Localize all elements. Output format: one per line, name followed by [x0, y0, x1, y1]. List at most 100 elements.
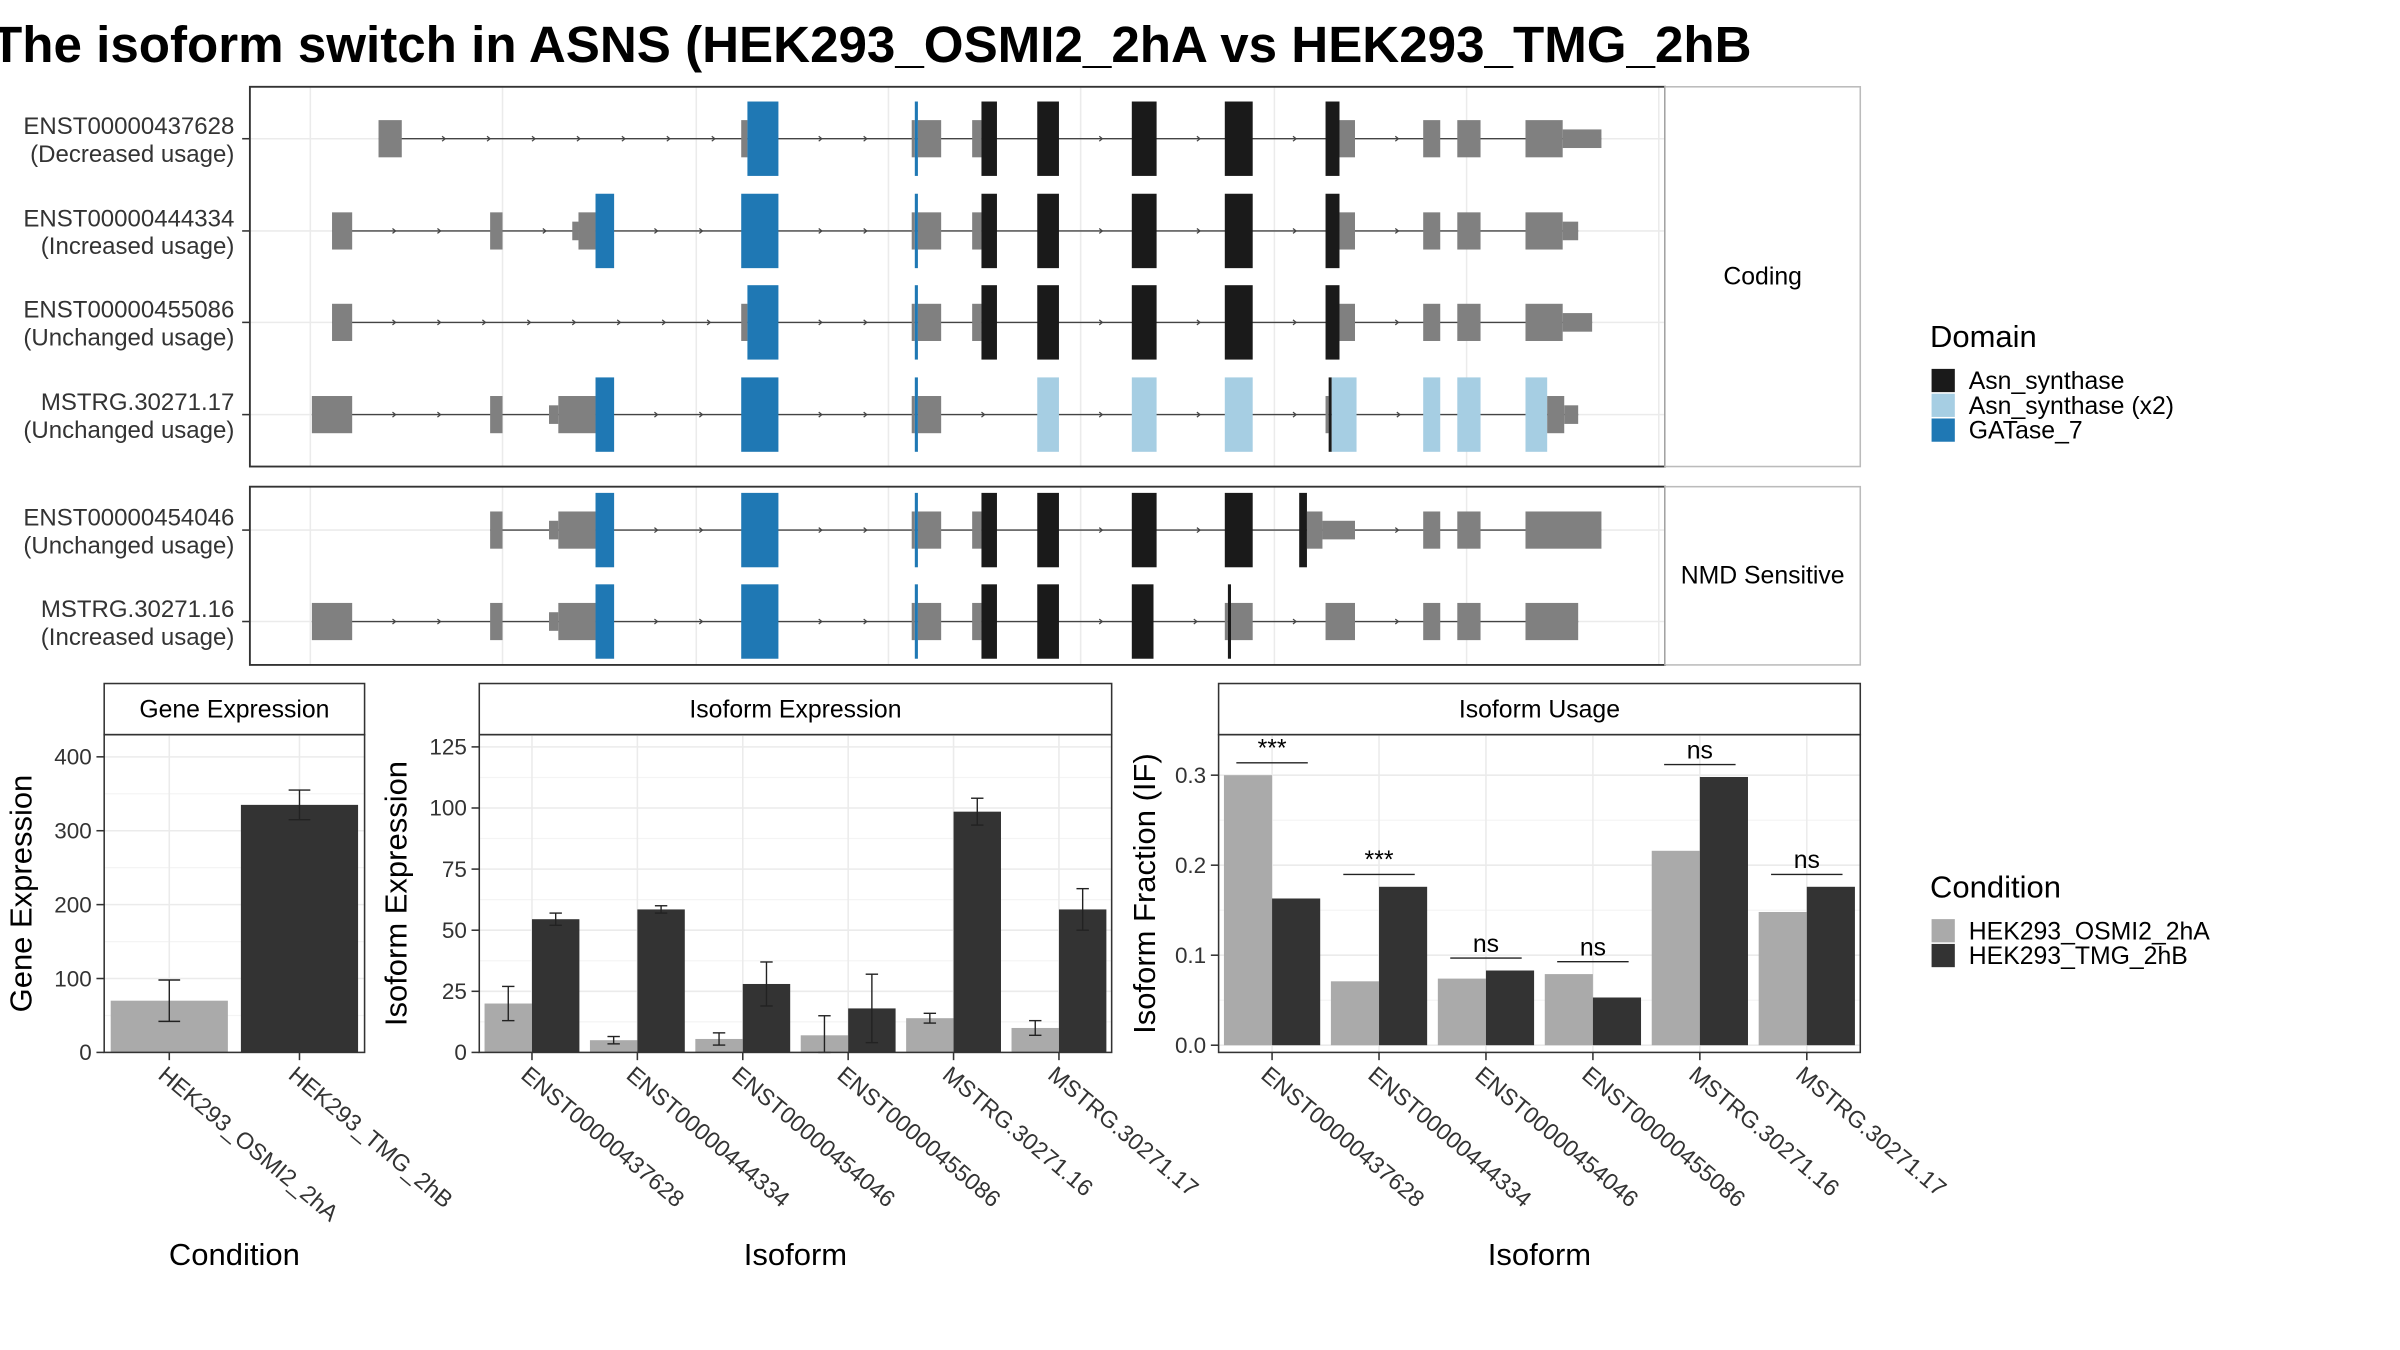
exon: [917, 602, 942, 641]
x-axis-title: Isoform: [1488, 1237, 1591, 1272]
asn-synthase-domain: [1328, 377, 1332, 452]
intron-arrow: [818, 227, 823, 234]
bar: [1806, 886, 1855, 1046]
intron-arrow: [818, 135, 823, 142]
exon: [378, 120, 402, 158]
significance-label: ns: [1580, 935, 1606, 962]
legend-label: GATase_7: [1969, 418, 2083, 445]
exon: [1325, 602, 1355, 641]
panel-border: [1217, 733, 1862, 1054]
intron-arrow: [863, 527, 868, 534]
gatase-7-domain: [914, 377, 918, 452]
intron-arrow: [1098, 411, 1104, 418]
gatase-7-domain: [914, 285, 918, 360]
bar: [1379, 886, 1428, 1046]
exon: [1423, 303, 1441, 341]
y-tick-label: 0: [454, 1040, 467, 1065]
bar: [1223, 775, 1273, 1046]
legend-key: [1931, 418, 1955, 442]
gatase-7-domain: [741, 377, 779, 452]
x-axis-title: Condition: [169, 1237, 300, 1272]
isoform-structure-panel: ENST00000437628(Decreased usage) ENST0000…: [23, 85, 1862, 666]
gatase-7-domain: [747, 285, 779, 360]
significance-label: ns: [1687, 737, 1713, 764]
asn-synthase-x2-domain: [1224, 377, 1253, 452]
exon: [1423, 120, 1441, 158]
exon: [741, 120, 748, 158]
bar: [1758, 911, 1807, 1046]
asn-synthase-domain: [1325, 193, 1340, 269]
exon: [1224, 602, 1228, 641]
intron-arrow: [1196, 527, 1201, 534]
intron-arrow: [698, 411, 704, 418]
intron-arrow: [486, 135, 492, 142]
gatase-7-domain: [914, 193, 918, 269]
exon: [1423, 602, 1441, 641]
exon: [558, 602, 596, 641]
y-tick-label: 200: [54, 892, 92, 917]
intron-arrow: [1292, 618, 1298, 625]
asn-synthase-domain: [981, 101, 997, 176]
exon: [332, 212, 353, 250]
intron-arrow: [818, 527, 823, 534]
exon: [311, 396, 353, 434]
intron-arrow: [1196, 135, 1201, 142]
intron-arrow: [661, 319, 667, 326]
bar: [1485, 970, 1535, 1046]
legend-key: [1931, 368, 1955, 393]
asn-synthase-domain: [1227, 584, 1231, 659]
y-tick-label: 0.2: [1175, 853, 1206, 878]
y-axis-title: Isoform Expression: [378, 761, 413, 1026]
y-tick-label: 75: [442, 857, 467, 882]
intron-arrow: [1394, 527, 1400, 534]
gatase-7-domain: [741, 492, 779, 568]
legend-label: Asn_synthase (x2): [1969, 393, 2174, 420]
intron-arrow: [706, 319, 712, 326]
intron-arrow: [531, 135, 537, 142]
asn-synthase-x2-domain: [1457, 377, 1481, 452]
intron-arrow: [981, 411, 986, 418]
exon: [911, 396, 915, 434]
structure-panel-background: [249, 86, 1665, 467]
asn-synthase-domain: [1037, 193, 1059, 269]
exon: [1457, 303, 1481, 341]
asn-synthase-x2-domain: [1131, 377, 1157, 452]
intron-arrow: [1396, 411, 1401, 418]
gatase-7-domain: [595, 377, 615, 452]
exon: [972, 303, 982, 341]
exon: [917, 212, 942, 250]
intron-arrow: [654, 411, 659, 418]
exon: [1564, 405, 1579, 424]
intron-arrow: [698, 227, 704, 234]
gatase-7-domain: [595, 193, 615, 269]
panel-border: [478, 733, 1113, 1054]
figure-title: The isoform switch in ASNS (HEK293_OSMI2…: [0, 16, 1752, 73]
intron-arrow: [863, 411, 868, 418]
asn-synthase-domain: [1325, 101, 1340, 176]
intron-arrow: [818, 411, 823, 418]
legend-key: [1931, 393, 1955, 417]
exon: [1457, 602, 1481, 641]
intron-arrow: [571, 319, 577, 326]
legend-title: Domain: [1930, 319, 2037, 354]
exon: [741, 303, 748, 341]
exon: [1322, 520, 1355, 540]
exon: [1525, 602, 1579, 641]
bar: [1437, 978, 1486, 1046]
facet-strip: [1664, 485, 1862, 666]
intron-arrow: [666, 135, 671, 142]
intron-arrow: [654, 618, 659, 625]
exon: [1525, 212, 1563, 250]
exon: [1423, 511, 1441, 549]
intron-arrow: [392, 618, 397, 625]
intron-arrow: [818, 319, 823, 326]
transcript-name: MSTRG.30271.16: [41, 596, 235, 623]
exon: [311, 602, 353, 641]
exon: [1230, 602, 1253, 641]
panel-border: [103, 733, 366, 1054]
y-tick-label: 100: [429, 796, 467, 821]
panel-strip: [1217, 682, 1862, 736]
y-tick-label: 0.1: [1175, 943, 1206, 968]
